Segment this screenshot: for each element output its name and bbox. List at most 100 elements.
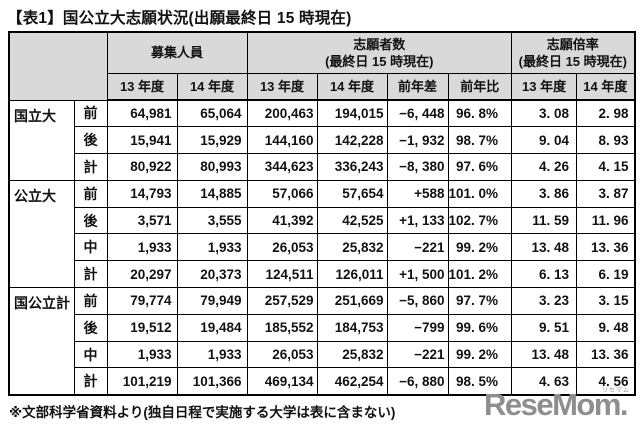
row-label-cell: 計: [73, 153, 108, 181]
table-row: 計 20,297 20,373 124,511 126,011 +1, 500 101. 2…: [9, 260, 636, 289]
value-cell: 124,511: [246, 260, 318, 289]
col-group-subtitle: (最終日 15 時現在): [518, 53, 627, 69]
table-row: 計 80,922 80,993 344,623 336,243 −8, 380 97. 6%…: [9, 153, 636, 181]
value-cell: 194,015: [316, 99, 388, 128]
value-cell: +1, 500: [386, 260, 449, 289]
value-cell: 26,053: [246, 233, 318, 262]
group-header-row: 募集人員 志願者数 (最終日 15 時現在) 志願倍率 (最終日 15 時現在): [8, 31, 636, 101]
col-group-subtitle: (最終日 15 時現在): [325, 53, 434, 69]
value-cell: 11. 59: [511, 206, 578, 235]
value-cell: 6. 19: [576, 260, 636, 289]
category-cell: 国公立計: [8, 287, 75, 396]
table-row: 計 101,219 101,366 469,134 462,254 −6, 880 98. …: [9, 367, 636, 396]
table-row: 国公立計前 79,774 79,949 257,529 251,669 −5, 860 97…: [8, 287, 636, 396]
sub-header-cell: 13 年度: [246, 72, 318, 101]
table-row: 後 3,571 3,555 41,392 42,525 +1, 133 102. 7% 11.…: [9, 206, 636, 235]
value-cell: 185,552: [246, 313, 318, 342]
col-group-title: 募集人員: [150, 45, 203, 61]
value-cell: −1, 932: [386, 126, 449, 155]
col-group-title: 志願倍率: [546, 36, 599, 52]
value-cell: 99. 2%: [447, 233, 513, 262]
value-cell: 9. 04: [511, 126, 578, 155]
category-cell: 国立大: [8, 99, 75, 181]
value-cell: 3. 23: [511, 287, 578, 315]
sub-header-cell: 14 年度: [576, 72, 636, 101]
value-cell: 1,933: [106, 233, 178, 262]
value-cell: −5, 860: [386, 287, 449, 315]
sub-header-cell: 前年比: [447, 72, 513, 101]
application-status-table: 募集人員 志願者数 (最終日 15 時現在) 志願倍率 (最終日 15 時現在)…: [8, 31, 636, 396]
value-cell: 15,929: [176, 126, 248, 155]
value-cell: 65,064: [176, 99, 248, 128]
table-row: 中 1,933 1,933 26,053 25,832 −221 99. 2% 13. 48 1…: [9, 340, 636, 369]
table-corner-cell: [8, 31, 108, 101]
table-row: 中 1,933 1,933 26,053 25,832 −221 99. 2% 13. 48 1…: [9, 233, 636, 262]
value-cell: 80,993: [176, 153, 248, 181]
value-cell: 257,529: [246, 287, 318, 315]
value-cell: 102. 7%: [447, 206, 513, 235]
value-cell: 14,885: [176, 179, 248, 208]
value-cell: −8, 380: [386, 153, 449, 181]
value-cell: 4. 56: [576, 367, 636, 396]
value-cell: 20,373: [176, 260, 248, 289]
value-cell: 1,933: [106, 340, 178, 369]
value-cell: 99. 2%: [447, 340, 513, 369]
value-cell: 344,623: [246, 153, 318, 181]
sub-header-cell: 14 年度: [316, 72, 388, 101]
value-cell: 3. 86: [511, 179, 578, 208]
table-body: 国立大前 64,981 65,064 200,463 194,015 −6, 448 96.…: [8, 99, 636, 396]
value-cell: 3. 08: [511, 99, 578, 128]
value-cell: 20,297: [106, 260, 178, 289]
table-row: 国立大前 64,981 65,064 200,463 194,015 −6, 448 96.…: [8, 99, 636, 181]
row-label-cell: 計: [73, 260, 108, 289]
value-cell: 336,243: [316, 153, 388, 181]
col-group-title: 志願者数: [353, 36, 406, 52]
row-label-cell: 中: [73, 340, 108, 369]
value-cell: 101,366: [176, 367, 248, 396]
value-cell: 101. 2%: [447, 260, 513, 289]
value-cell: −6, 880: [386, 367, 449, 396]
value-cell: 9. 51: [511, 313, 578, 342]
value-cell: 79,774: [106, 287, 178, 315]
table-row: 後 15,941 15,929 144,160 142,228 −1, 932 98. 7%…: [9, 126, 636, 155]
value-cell: 97. 7%: [447, 287, 513, 315]
value-cell: −221: [386, 340, 449, 369]
value-cell: 101,219: [106, 367, 178, 396]
value-cell: +1, 133: [386, 206, 449, 235]
value-cell: 80,922: [106, 153, 178, 181]
value-cell: 19,512: [106, 313, 178, 342]
value-cell: 13. 48: [511, 233, 578, 262]
value-cell: 184,753: [316, 313, 388, 342]
value-cell: 25,832: [316, 340, 388, 369]
value-cell: 200,463: [246, 99, 318, 128]
value-cell: 6. 13: [511, 260, 578, 289]
value-cell: 3,571: [106, 206, 178, 235]
value-cell: 9. 48: [576, 313, 636, 342]
value-cell: 1,933: [176, 340, 248, 369]
value-cell: 1,933: [176, 233, 248, 262]
col-group-header-ratio: 志願倍率 (最終日 15 時現在): [511, 31, 636, 74]
value-cell: 79,949: [176, 287, 248, 315]
value-cell: 4. 15: [576, 153, 636, 181]
row-label-cell: 前: [73, 179, 108, 208]
value-cell: 26,053: [246, 340, 318, 369]
resemom-watermark: ReseMom.: [484, 387, 629, 422]
value-cell: 101. 0%: [447, 179, 513, 208]
footnote: ※文部科学省資料より(独自日程で実施する大学は表に含まない): [9, 405, 396, 420]
category-cell: 公立大: [8, 179, 75, 289]
table-row: 公立大前 14,793 14,885 57,066 57,654 +588 101. 0% 3…: [8, 179, 636, 289]
value-cell: 251,669: [316, 287, 388, 315]
value-cell: 41,392: [246, 206, 318, 235]
sub-header-cell: 13 年度: [511, 72, 578, 101]
sub-header-cell: 13 年度: [106, 72, 178, 101]
value-cell: 3. 87: [576, 179, 636, 208]
value-cell: 96. 8%: [447, 99, 513, 128]
value-cell: 126,011: [316, 260, 388, 289]
value-cell: 3. 15: [576, 287, 636, 315]
value-cell: 98. 5%: [447, 367, 513, 396]
row-label-cell: 後: [73, 126, 108, 155]
col-group-header-recruitment: 募集人員: [106, 31, 248, 74]
value-cell: 142,228: [316, 126, 388, 155]
row-label-cell: 前: [73, 287, 108, 315]
